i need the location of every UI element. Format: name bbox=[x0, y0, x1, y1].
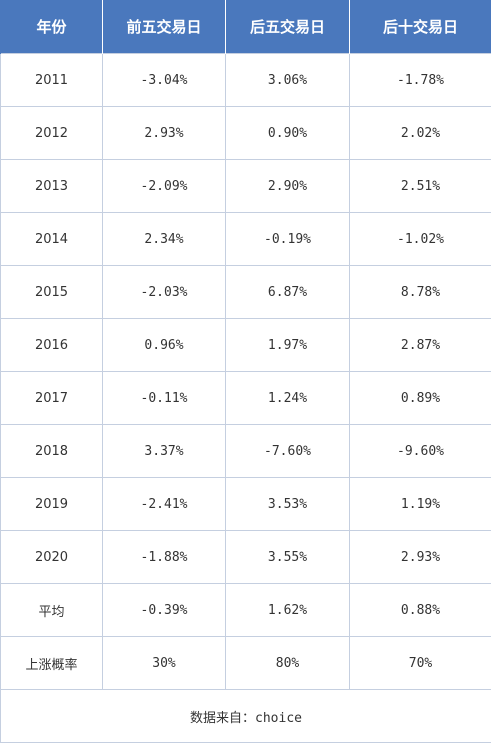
cell-post-5-days: 6.87% bbox=[225, 265, 350, 319]
cell-pre-5-days: 0.96% bbox=[102, 318, 226, 372]
cell-post-10-days: 0.88% bbox=[349, 583, 491, 637]
cell-post-10-days: 2.02% bbox=[349, 106, 491, 160]
cell-post-10-days: 2.87% bbox=[349, 318, 491, 372]
cell-year: 2015 bbox=[0, 265, 103, 319]
table-row: 2012 2.93% 0.90% 2.02% bbox=[0, 106, 491, 160]
cell-year: 2016 bbox=[0, 318, 103, 372]
cell-pre-5-days: -1.88% bbox=[102, 530, 226, 584]
table-row: 2019 -2.41% 3.53% 1.19% bbox=[0, 477, 491, 531]
table-row: 平均 -0.39% 1.62% 0.88% bbox=[0, 583, 491, 637]
table-row: 2014 2.34% -0.19% -1.02% bbox=[0, 212, 491, 266]
cell-post-5-days: 3.55% bbox=[225, 530, 350, 584]
cell-year: 2012 bbox=[0, 106, 103, 160]
source-prefix: 数据来自： bbox=[190, 710, 256, 726]
cell-post-5-days: -7.60% bbox=[225, 424, 350, 478]
table-row: 上涨概率 30% 80% 70% bbox=[0, 636, 491, 690]
table-row: 2015 -2.03% 6.87% 8.78% bbox=[0, 265, 491, 319]
cell-pre-5-days: -0.11% bbox=[102, 371, 226, 425]
cell-post-10-days: 2.93% bbox=[349, 530, 491, 584]
cell-year: 2018 bbox=[0, 424, 103, 478]
cell-year: 2013 bbox=[0, 159, 103, 213]
cell-year: 2020 bbox=[0, 530, 103, 584]
cell-post-5-days: 1.24% bbox=[225, 371, 350, 425]
cell-post-10-days: -1.78% bbox=[349, 53, 491, 107]
header-post-10-days: 后十交易日 bbox=[349, 0, 491, 54]
cell-year: 平均 bbox=[0, 583, 103, 637]
cell-year: 上涨概率 bbox=[0, 636, 103, 690]
cell-pre-5-days: 30% bbox=[102, 636, 226, 690]
header-year: 年份 bbox=[0, 0, 103, 54]
source-name: choice bbox=[255, 710, 302, 726]
header-row: 年份 前五交易日 后五交易日 后十交易日 bbox=[0, 0, 491, 54]
cell-year: 2017 bbox=[0, 371, 103, 425]
cell-post-10-days: 2.51% bbox=[349, 159, 491, 213]
cell-post-10-days: 70% bbox=[349, 636, 491, 690]
cell-post-10-days: -9.60% bbox=[349, 424, 491, 478]
source-row: 数据来自：choice bbox=[0, 689, 491, 743]
cell-post-10-days: -1.02% bbox=[349, 212, 491, 266]
cell-post-5-days: -0.19% bbox=[225, 212, 350, 266]
header-pre-5-days: 前五交易日 bbox=[102, 0, 226, 54]
cell-pre-5-days: -3.04% bbox=[102, 53, 226, 107]
cell-year: 2014 bbox=[0, 212, 103, 266]
table-row: 2013 -2.09% 2.90% 2.51% bbox=[0, 159, 491, 213]
cell-pre-5-days: -2.09% bbox=[102, 159, 226, 213]
table-body: 2011 -3.04% 3.06% -1.78% 2012 2.93% 0.90% 2.02%… bbox=[0, 53, 491, 690]
cell-year: 2011 bbox=[0, 53, 103, 107]
cell-pre-5-days: 2.93% bbox=[102, 106, 226, 160]
cell-pre-5-days: 3.37% bbox=[102, 424, 226, 478]
cell-post-5-days: 1.97% bbox=[225, 318, 350, 372]
cell-post-5-days: 3.53% bbox=[225, 477, 350, 531]
cell-pre-5-days: -2.03% bbox=[102, 265, 226, 319]
cell-post-10-days: 0.89% bbox=[349, 371, 491, 425]
table-row: 2016 0.96% 1.97% 2.87% bbox=[0, 318, 491, 372]
table-row: 2018 3.37% -7.60% -9.60% bbox=[0, 424, 491, 478]
table-row: 2017 -0.11% 1.24% 0.89% bbox=[0, 371, 491, 425]
table-footer: 数据来自：choice bbox=[0, 689, 491, 743]
header-post-5-days: 后五交易日 bbox=[225, 0, 350, 54]
cell-pre-5-days: -0.39% bbox=[102, 583, 226, 637]
table-row: 2011 -3.04% 3.06% -1.78% bbox=[0, 53, 491, 107]
cell-post-5-days: 2.90% bbox=[225, 159, 350, 213]
table-header: 年份 前五交易日 后五交易日 后十交易日 bbox=[0, 0, 491, 54]
cell-post-5-days: 1.62% bbox=[225, 583, 350, 637]
cell-post-5-days: 3.06% bbox=[225, 53, 350, 107]
source-note: 数据来自：choice bbox=[0, 689, 491, 743]
table-row: 2020 -1.88% 3.55% 2.93% bbox=[0, 530, 491, 584]
cell-pre-5-days: 2.34% bbox=[102, 212, 226, 266]
cell-post-5-days: 0.90% bbox=[225, 106, 350, 160]
cell-year: 2019 bbox=[0, 477, 103, 531]
cell-pre-5-days: -2.41% bbox=[102, 477, 226, 531]
cell-post-5-days: 80% bbox=[225, 636, 350, 690]
cell-post-10-days: 8.78% bbox=[349, 265, 491, 319]
cell-post-10-days: 1.19% bbox=[349, 477, 491, 531]
